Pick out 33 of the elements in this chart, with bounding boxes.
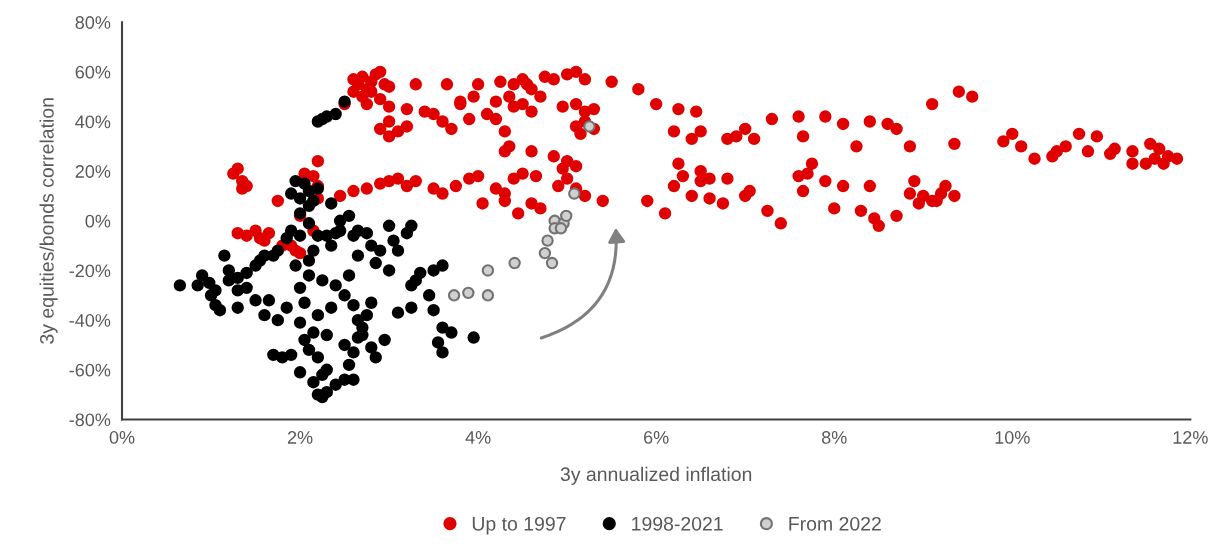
x-tick-label: 4%: [465, 431, 491, 444]
legend-label: From 2022: [789, 516, 881, 531]
point: [568, 187, 581, 200]
x-tick-label: 12%: [1173, 431, 1208, 444]
point: [541, 234, 554, 247]
y-tick-label: -80%: [69, 413, 111, 427]
x-tick-label: 0%: [109, 431, 135, 444]
y-tick-label: -20%: [69, 264, 111, 278]
point: [538, 246, 552, 260]
x-tick-label: 2%: [287, 431, 313, 444]
x-tick-label: 8%: [821, 431, 847, 444]
legend-label: 1998-2021: [632, 516, 723, 531]
point: [560, 209, 573, 223]
x-axis-title: 3y annualized inflation: [560, 466, 752, 485]
point: [447, 289, 461, 302]
point: [481, 264, 495, 277]
y-tick-label: 60%: [75, 65, 111, 79]
y-axis-title: 3y equities/bonds correlation: [39, 98, 58, 344]
x-tick-label: 6%: [644, 431, 669, 444]
point: [545, 256, 559, 270]
y-tick-label: 80%: [75, 16, 111, 29]
point: [462, 286, 475, 300]
x-tick-label: 10%: [995, 431, 1030, 444]
legend-label: Up to 1997: [472, 516, 566, 535]
y-tick-label: -60%: [69, 363, 111, 377]
y-tick-label: 20%: [75, 165, 111, 178]
y-tick-label: -40%: [69, 314, 111, 327]
point: [508, 256, 521, 270]
point: [583, 120, 596, 133]
point: [554, 222, 568, 235]
point: [481, 289, 495, 302]
y-tick-label: 40%: [75, 115, 111, 129]
y-tick-label: 0%: [85, 214, 111, 228]
